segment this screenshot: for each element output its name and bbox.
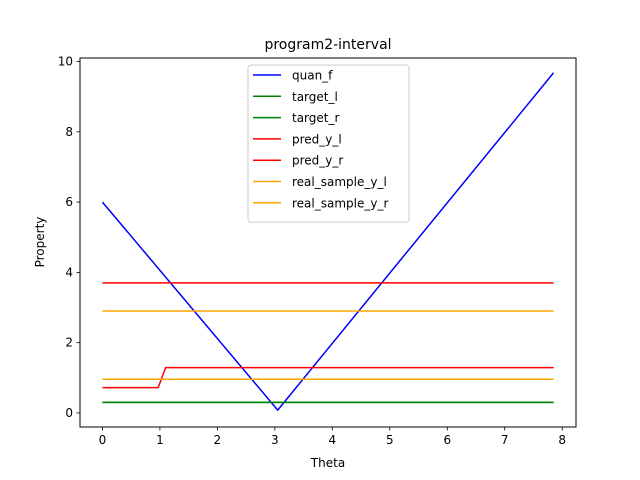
legend-label-quan_f: quan_f: [292, 69, 333, 83]
legend: quan_f target_l target_r pred_y_l pred_y_rre…: [247, 64, 410, 223]
series-lines: [101, 72, 555, 411]
y-tick-label: 6: [65, 195, 73, 209]
x-tick-label: 1: [156, 433, 164, 447]
x-tick-label: 2: [214, 433, 222, 447]
x-tick-label: 6: [443, 433, 451, 447]
legend-label-real_sample_y_r: real_sample_y_r: [292, 196, 388, 210]
legend-label-real_sample_y_l: real_sample_y_l: [292, 175, 387, 189]
chart-title: program2-interval: [264, 37, 391, 53]
legend-label-target_l: target_l: [292, 90, 338, 104]
y-tick-label: 2: [65, 336, 73, 350]
x-tick-label: 5: [386, 433, 394, 447]
x-tick-label: 0: [99, 433, 107, 447]
y-tick-label: 10: [58, 55, 73, 69]
legend-label-pred_y_r: pred_y_r: [292, 154, 343, 168]
x-axis-ticks: 0 1 2 3 4 5 6 7 8: [99, 427, 566, 447]
x-tick-label: 8: [558, 433, 566, 447]
legend-box: [247, 64, 410, 223]
plot-area-frame: [79, 57, 577, 428]
y-axis-label: Property: [33, 217, 47, 268]
y-tick-label: 0: [65, 406, 73, 420]
y-axis-ticks: 0 2 4 6 8 10: [58, 55, 80, 420]
legend-label-target_r: target_r: [292, 111, 339, 125]
legend-label-pred_y_l: pred_y_l: [292, 132, 342, 146]
y-tick-label: 8: [65, 125, 73, 139]
series-line-pred_y_l: [102, 366, 554, 389]
x-axis-label: Theta: [310, 456, 345, 470]
x-tick-label: 7: [501, 433, 509, 447]
series-line-quan_f: [101, 72, 555, 411]
y-tick-label: 4: [65, 265, 73, 279]
x-tick-label: 3: [271, 433, 279, 447]
x-tick-label: 4: [328, 433, 336, 447]
